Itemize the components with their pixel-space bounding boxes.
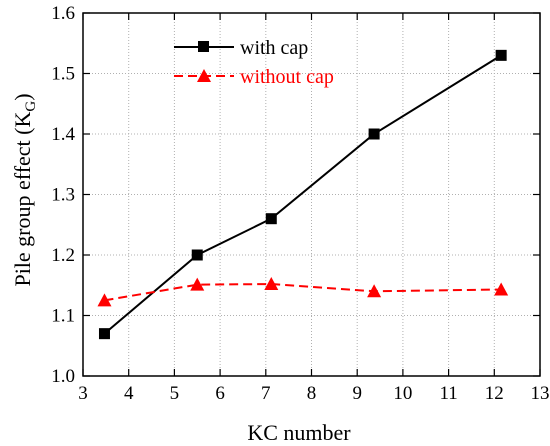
legend: with cap without cap [174,37,334,88]
y-tick-label: 1.2 [51,245,75,266]
data-point-with-cap [495,49,507,61]
y-tick-label: 1.1 [51,306,75,327]
x-tick-label: 10 [393,383,412,404]
x-axis-label: KC number [247,420,351,445]
legend-label-with-cap: with cap [240,37,308,59]
data-point-without-cap [264,277,279,291]
data-point-with-cap [191,249,203,261]
data-point-without-cap [367,284,382,298]
ticks [82,12,541,377]
y-axis-label-subscript: G [23,101,39,112]
x-tick-label: 12 [485,383,504,404]
series-line-without-cap [104,283,502,302]
y-tick-label: 1.6 [51,3,75,24]
x-tick-label: 3 [78,383,88,404]
y-tick-label: 1.0 [51,366,75,387]
tick-labels: 3 4 5 6 7 8 9 10 11 12 13 1.0 1.1 1.2 1.3 1.4 1.5 1.6 [51,3,549,404]
y-axis-label-main: Pile group effect (K [10,112,35,287]
data-point-with-cap [368,128,380,140]
data-point-with-cap [98,328,110,340]
data-point-without-cap [494,282,509,296]
grid [83,13,540,376]
x-tick-label: 11 [439,383,457,404]
x-tick-label: 4 [124,383,134,404]
legend-entry-without-cap: without cap [174,66,334,88]
legend-entry-with-cap: with cap [174,37,308,59]
y-tick-label: 1.5 [51,64,75,85]
series-without-cap [97,277,509,307]
y-tick-label: 1.3 [51,185,75,206]
legend-marker-with-cap [198,41,209,52]
x-tick-label: 8 [307,383,317,404]
legend-label-without-cap: without cap [240,66,334,88]
x-tick-label: 7 [261,383,271,404]
data-point-without-cap [97,293,112,307]
series-layer [97,49,509,340]
series-with-cap [98,49,507,340]
legend-marker-without-cap [197,69,211,82]
x-tick-label: 13 [531,383,550,404]
y-tick-label: 1.4 [51,124,75,145]
y-axis-label-close: ) [10,93,35,100]
x-tick-label: 6 [215,383,225,404]
x-tick-label: 9 [352,383,362,404]
x-tick-label: 5 [170,383,180,404]
data-point-without-cap [190,277,205,291]
y-axis-label: Pile group effect (KG) [10,93,39,286]
data-point-with-cap [265,213,277,225]
